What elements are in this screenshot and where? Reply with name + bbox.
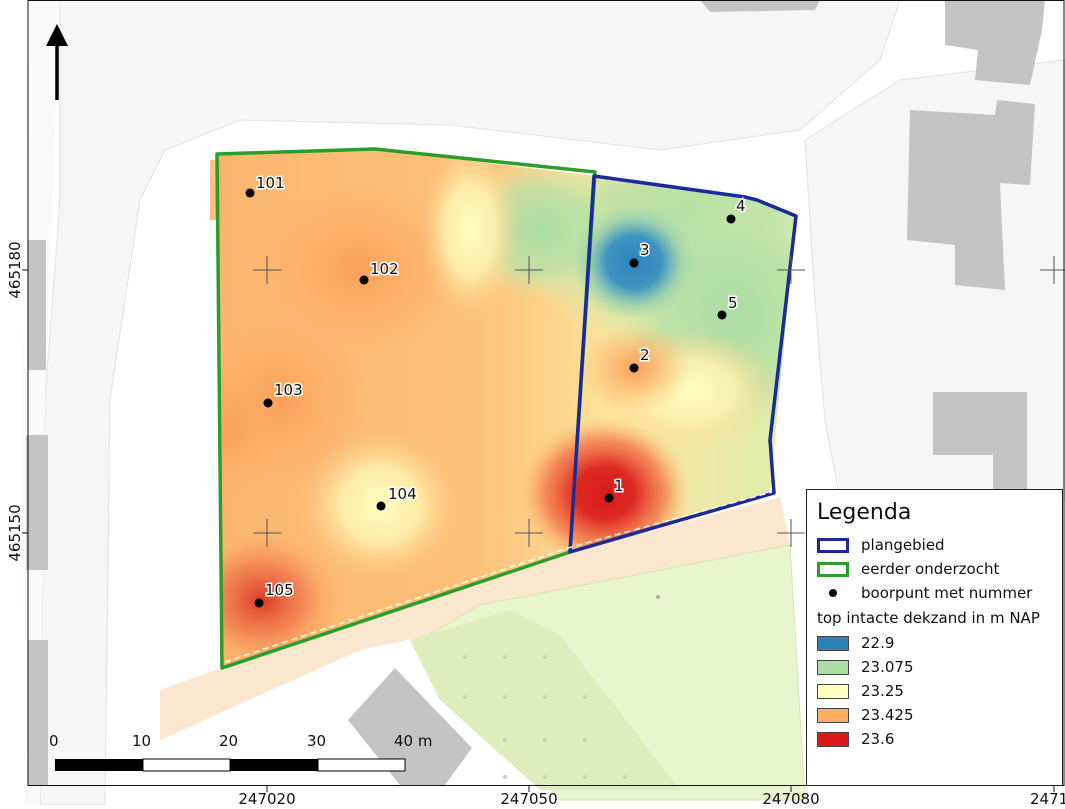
x-tick-label: 247080	[762, 790, 819, 805]
class-swatch	[817, 635, 849, 651]
grass-markers	[463, 595, 660, 779]
boorpunt-5: 5	[717, 293, 739, 320]
legend-label: eerder onderzocht	[861, 560, 1000, 578]
boorpunt-label: 104	[388, 485, 417, 503]
eerder-onderzocht-swatch	[817, 561, 849, 577]
boorpunt-dot-icon	[829, 589, 837, 597]
boorpunt-101: 101	[245, 173, 286, 198]
legend-class-label: 23.075	[861, 658, 914, 676]
y-tick-label: 465150	[6, 504, 24, 561]
boorpunt-label: 5	[728, 294, 738, 312]
boorpunt-label: 102	[370, 260, 399, 278]
boorpunt-label: 105	[265, 581, 294, 599]
axis-ticks	[22, 269, 1055, 792]
boorpunt-102: 102	[359, 259, 400, 285]
grass-area	[410, 544, 806, 801]
boorpunt-3: 3	[629, 240, 651, 268]
legend-class-4: 23.425	[817, 703, 1052, 727]
south-boundary	[224, 491, 773, 663]
boorpunt-label: 4	[736, 197, 746, 215]
boorpunt-104: 104	[376, 484, 418, 511]
legend-class-5: 23.6	[817, 727, 1052, 751]
legend-class-1: 22.9	[817, 631, 1052, 655]
legend-class-label: 23.6	[861, 730, 895, 748]
map-border	[27, 0, 1065, 786]
legend-class-label: 23.25	[861, 682, 904, 700]
boorpunt-4: 4	[726, 196, 747, 224]
y-tick-label: 465180	[6, 241, 24, 298]
plangebied-swatch	[817, 537, 849, 553]
legend-subtitle: top intacte dekzand in m NAP	[817, 609, 1040, 627]
boorpunten: 101 102 103 104 105 1 2 3	[245, 173, 747, 608]
axis-labels: 247020 247050 247080 2471 465180 465150	[6, 241, 1065, 808]
legend-label: plangebied	[861, 536, 945, 554]
boorpunt-label: 103	[274, 381, 303, 399]
boorpunt-label: 2	[640, 346, 650, 364]
boorpunt-2: 2	[629, 345, 651, 373]
class-swatch	[817, 707, 849, 723]
legend-item-plangebied: plangebied	[817, 533, 1052, 557]
buildings	[26, 0, 1045, 785]
x-tick-label: 2471	[1030, 790, 1065, 805]
legend-class-3: 23.25	[817, 679, 1052, 703]
class-swatch	[817, 659, 849, 675]
plangebied-polygon	[568, 174, 798, 554]
legend-label: boorpunt met nummer	[861, 584, 1033, 602]
x-tick-label: 247050	[500, 790, 557, 805]
boorpunt-label: 1	[614, 477, 624, 495]
legend-class-label: 23.425	[861, 706, 914, 724]
legend-class-2: 23.075	[817, 655, 1052, 679]
grid-crosses	[253, 256, 1065, 547]
scale-label-10: 10	[132, 732, 151, 750]
legend-title: Legenda	[817, 500, 912, 525]
scale-label-0: 0	[49, 732, 59, 750]
legend-item-boorpunt: boorpunt met nummer	[817, 581, 1052, 605]
class-swatch	[817, 731, 849, 747]
legend-class-label: 22.9	[861, 634, 895, 652]
scale-label-20: 20	[219, 732, 238, 750]
boorpunt-label: 101	[256, 174, 285, 192]
scale-label-40: 40 m	[394, 732, 432, 750]
scale-label-30: 30	[307, 732, 326, 750]
boorpunt-105: 105	[254, 580, 295, 608]
legend: Legenda plangebied eerder onderzocht boo…	[806, 489, 1063, 786]
boorpunt-label: 3	[640, 241, 650, 259]
boorpunt-1: 1	[604, 476, 625, 503]
boorpunt-103: 103	[263, 380, 304, 408]
legend-item-eerder-onderzocht: eerder onderzocht	[817, 557, 1052, 581]
class-swatch	[817, 683, 849, 699]
north-arrow-icon	[46, 24, 68, 100]
x-tick-label: 247020	[238, 790, 295, 805]
scale-bar: 0 10 20 30 40 m	[49, 732, 432, 772]
